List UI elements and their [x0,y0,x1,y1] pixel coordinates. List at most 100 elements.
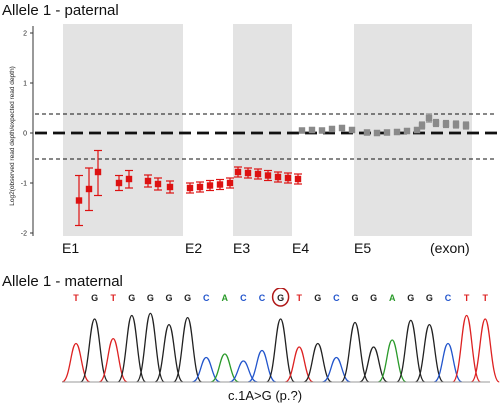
data-point-e5 [425,114,433,122]
y-tick-label: -1 [21,181,27,188]
exon-label-e5: E5 [354,240,372,256]
data-point-e4 [348,126,356,134]
read-depth-plot: 2 1 0 -1 -2 Log2(observed read depth/expecte… [9,24,497,238]
data-point-e4 [328,125,336,133]
base-call-a: A [222,293,229,303]
trace-peak-c [229,360,258,383]
base-call-t: T [110,293,116,303]
base-call-t: T [482,293,488,303]
trace-peak-a [377,339,407,383]
y-tick-label: 1 [23,81,27,88]
trace-peak-t [284,346,314,383]
trace-peak-g [414,323,445,383]
trace-peak-g [135,312,166,383]
exon-label-e1: E1 [62,240,80,256]
exon-label-e2: E2 [185,240,203,256]
data-point-e5 [452,121,460,128]
highlight-circle [271,288,290,307]
base-call-g: G [128,293,135,303]
exon-band-2 [233,24,292,236]
base-call-g: G [277,293,284,303]
trace-peak-g [154,323,184,383]
trace-peak-c [191,356,221,383]
data-point-e3 [294,175,302,183]
base-call-a: A [389,293,396,303]
trace-peak-t [61,342,91,383]
trace-peak-g [396,319,426,383]
trace-peak-g [303,342,333,383]
panel2-title: Allele 1 - maternal [2,273,123,290]
data-point-e1 [85,185,93,193]
data-point-e2 [196,183,204,191]
data-point-e1 [166,183,174,191]
base-call-t: T [296,293,302,303]
base-call-c: C [240,293,247,303]
data-point-e5 [442,120,450,128]
base-call-c: C [259,293,266,303]
trace-peak-g [359,346,388,383]
trace-peak-t [470,318,500,383]
trace-peak-t [98,337,128,383]
exon-axis-label: (exon) [430,240,470,256]
data-point-e3 [264,172,272,179]
data-point-e4 [308,126,316,134]
data-point-e4 [338,124,346,132]
base-call-g: G [426,293,433,303]
base-call-g: G [165,293,172,303]
y-ticks: 2 1 0 -1 -2 [21,31,33,238]
exon-band-1 [63,24,183,236]
trace-peak-g [172,316,203,383]
base-call-g: G [184,293,191,303]
trace-peak-t [451,314,482,383]
data-point-e5 [373,129,381,137]
data-point-e3 [234,168,242,176]
trace-peak-c [433,342,463,383]
exon-label-e3: E3 [233,240,251,256]
data-point-e3 [244,169,252,177]
trace-peak-g [265,318,296,383]
data-point-e5 [432,119,440,127]
data-points [75,113,470,227]
data-point-e3 [284,174,292,182]
base-call-t: T [73,293,79,303]
data-point-e5 [462,122,470,129]
base-call-c: C [445,293,452,303]
y-axis-label: Log2(observed read depth/expected read d… [9,66,16,206]
data-point-e1 [154,180,162,188]
exon-shading [63,24,472,236]
panel1-title: Allele 1 - paternal [2,2,119,19]
data-point-e3 [274,173,282,181]
mutation-label: c.1A>G (p.?) [228,388,303,403]
data-point-e2 [206,182,214,189]
trace-peak-a [210,353,240,383]
trace-peak-g [117,314,147,383]
base-call-g: G [351,293,358,303]
data-point-e3 [254,170,262,178]
data-point-e1 [144,177,152,185]
base-call-g: G [147,293,154,303]
data-point-e5 [363,129,371,136]
trace-peak-g [79,318,110,383]
data-point-e4 [298,127,306,134]
base-call-g: G [370,293,377,303]
data-point-e5 [383,129,391,136]
data-point-e2 [216,181,224,188]
base-call-c: C [203,293,210,303]
base-call-g: G [407,293,414,303]
data-point-e4 [318,127,326,134]
base-call-g: G [314,293,321,303]
data-point-e5 [418,122,426,129]
base-call-t: T [464,293,470,303]
trace-peaks [61,312,500,383]
data-point-e1 [75,197,83,204]
base-call-c: C [333,293,340,303]
data-point-e5 [393,128,401,136]
data-point-e2 [226,179,234,187]
exon-label-e4: E4 [292,240,310,256]
y-tick-label: 2 [23,31,27,38]
base-call-g: G [91,293,98,303]
data-point-e1 [125,175,133,183]
data-point-e5 [413,126,421,134]
